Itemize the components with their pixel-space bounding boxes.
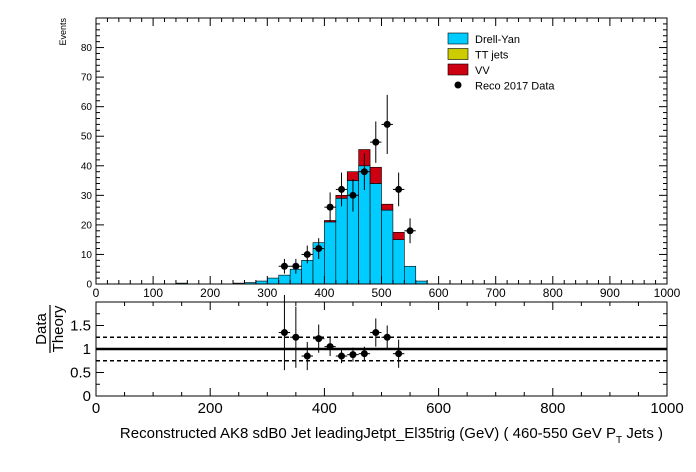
x-tick-label: 300 [257,286,277,300]
ratio-x-tick-label: 1000 [650,400,683,417]
x-tick-label: 0 [93,286,100,300]
y-tick-label: 30 [81,191,93,202]
legend-swatch [447,63,469,76]
x-tick-label: 700 [486,286,506,300]
x-axis-label-subscript: T [616,435,622,446]
x-tick-label: 900 [600,286,620,300]
data-point [372,138,380,146]
ratio-plot-panel: 0 200 400 600 800 1000 0 0.5 1 1.5 Data Theory R… [33,294,684,446]
y-axis-label: Events [58,18,68,46]
ratio-x-tick-label: 800 [540,400,565,417]
data-point [315,245,323,253]
y-tick-label: 60 [81,102,93,113]
y-tick-label: 10 [81,250,93,261]
legend-marker [454,81,462,89]
data-points [278,94,416,274]
histogram-bar [392,231,405,240]
ratio-x-tick-label: 200 [198,400,223,417]
ratio-y-axis-label: Data Theory [33,305,67,353]
x-tick-label: 500 [371,286,391,300]
y-tick-label: 70 [81,73,93,84]
histogram-bar [381,209,394,285]
data-point [292,262,300,270]
ratio-y-tick-label: 1 [83,341,91,358]
data-point [395,185,403,193]
ratio-point [280,329,288,337]
ratio-point [395,350,403,358]
histogram-bar [369,183,382,285]
histogram-bar [392,239,405,285]
legend-swatch [447,32,469,45]
ratio-x-tick-label: 400 [312,400,337,417]
legend-swatch [447,48,469,60]
ratio-x-tick-label: 600 [426,400,451,417]
data-point [383,120,391,128]
ratio-point [315,335,323,343]
histogram-bar [301,260,314,285]
ratio-ylabel-denominator: Theory [50,305,67,352]
data-point [406,227,414,235]
ratio-y-tick-label: 0 [83,388,91,405]
stacked-histogram [175,149,428,285]
main-x-ticks: 0 100 200 300 400 500 600 700 800 900 1000 [93,18,681,300]
histogram-bar [324,221,337,285]
ratio-x-ticks: 0 200 400 600 800 1000 [92,302,684,417]
x-tick-label: 200 [200,286,220,300]
main-plot-panel: 0 100 200 300 400 500 600 700 800 900 1000 0 10 20 30… [58,17,681,300]
ratio-y-tick-label: 0.5 [70,365,91,382]
ratio-reference-lines [96,336,667,362]
ratio-point [338,352,346,360]
histogram-bar [266,277,280,285]
data-point [326,203,334,211]
x-tick-label: 400 [314,286,334,300]
ratio-point [349,351,357,359]
ratio-x-tick-label: 0 [92,400,100,417]
ratio-point [360,350,368,358]
data-point [349,191,357,199]
data-point [280,262,288,270]
y-tick-label: 80 [81,43,93,54]
main-y-ticks: 0 10 20 30 40 50 60 70 80 [81,17,667,291]
x-tick-label: 600 [429,286,449,300]
data-point [360,168,368,176]
legend-label: TT jets [475,50,509,62]
y-tick-label: 50 [81,132,93,143]
x-axis-label-suffix: Jets ) [622,425,663,442]
ratio-point [372,329,380,337]
data-point [303,250,311,258]
histogram-bar [335,197,348,285]
y-tick-label: 20 [81,220,93,231]
x-tick-label: 100 [143,286,163,300]
y-tick-label: 40 [81,161,93,172]
ratio-ylabel-numerator: Data [33,313,50,345]
ratio-point [383,333,391,341]
legend-label: Reco 2017 Data [475,81,555,93]
ratio-point [326,343,334,351]
y-tick-label: 0 [86,280,92,291]
ratio-point [292,333,300,341]
ratio-y-ticks: 0 0.5 1 1.5 [70,301,667,405]
legend-label: Drell-Yan [475,34,520,46]
x-tick-label: 800 [543,286,563,300]
x-tick-label: 1000 [654,286,681,300]
ratio-point [303,352,311,360]
histogram-bar [369,166,382,184]
histogram-bar [381,203,394,211]
x-axis-label-main: Reconstructed AK8 sdB0 Jet leadingJetpt_… [120,425,616,442]
legend: Drell-Yan TT jets VV Reco 2017 Data [447,32,555,93]
x-axis-label: Reconstructed AK8 sdB0 Jet leadingJetpt_… [120,425,663,446]
ratio-y-tick-label: 1.5 [70,318,91,335]
ratio-points [278,294,405,371]
data-point [338,185,346,193]
histogram-bar [404,265,417,285]
histogram-bar [278,274,291,285]
legend-label: VV [475,65,490,77]
